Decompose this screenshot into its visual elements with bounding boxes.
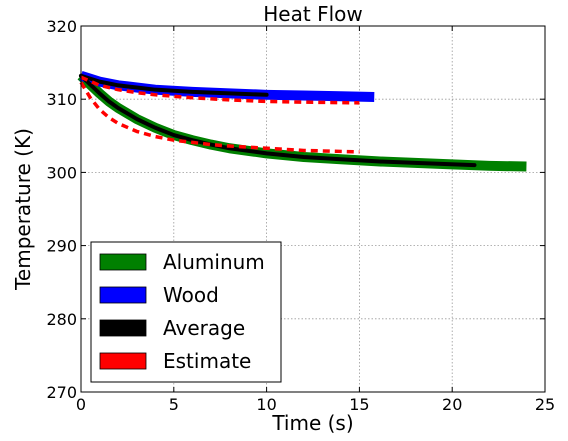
series-line-estimate bbox=[80, 75, 360, 105]
y-tick-label: 320 bbox=[46, 17, 77, 36]
legend: Aluminum Wood Average Estimate bbox=[90, 241, 282, 383]
x-tick-label: 20 bbox=[442, 395, 462, 414]
series-layer bbox=[77, 71, 527, 172]
x-tick-label: 5 bbox=[169, 395, 179, 414]
series-line-average bbox=[79, 73, 269, 97]
x-tick-label: 0 bbox=[76, 395, 86, 414]
legend-label-wood: Wood bbox=[163, 283, 219, 307]
legend-swatch-average bbox=[99, 319, 147, 337]
y-tick-label: 280 bbox=[46, 310, 77, 329]
x-tick-label: 15 bbox=[349, 395, 369, 414]
y-tick-label: 270 bbox=[46, 383, 77, 402]
x-tick-label: 10 bbox=[256, 395, 276, 414]
ticks: 0 5 10 15 20 25 270 280 290 300 310 320 bbox=[46, 17, 555, 414]
legend-label-aluminum: Aluminum bbox=[163, 250, 265, 274]
legend-swatch-wood bbox=[99, 286, 147, 304]
chart-title: Heat Flow bbox=[263, 2, 362, 26]
legend-swatch-aluminum bbox=[99, 253, 147, 271]
y-tick-label: 290 bbox=[46, 237, 77, 256]
y-axis-title: Temperature (K) bbox=[11, 128, 35, 291]
legend-label-estimate: Estimate bbox=[163, 349, 251, 373]
y-tick-label: 300 bbox=[46, 163, 77, 182]
y-tick-label: 310 bbox=[46, 90, 77, 109]
plot-frame bbox=[80, 25, 546, 393]
legend-label-average: Average bbox=[163, 316, 245, 340]
x-axis-title: Time (s) bbox=[271, 411, 353, 435]
series-line-average bbox=[79, 73, 477, 168]
x-tick-label: 25 bbox=[535, 395, 555, 414]
legend-swatch-estimate bbox=[99, 352, 147, 370]
